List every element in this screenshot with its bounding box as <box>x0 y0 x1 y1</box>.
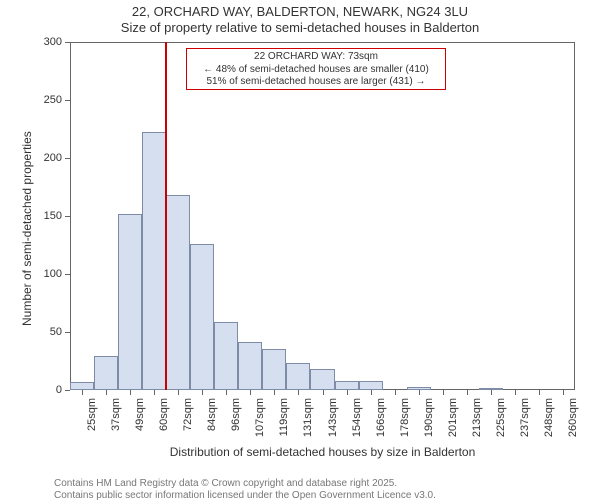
xtick-mark <box>515 390 516 395</box>
ytick-label: 150 <box>32 210 62 222</box>
xtick-mark <box>395 390 396 395</box>
xtick-mark <box>154 390 155 395</box>
xtick-mark <box>563 390 564 395</box>
ytick-mark <box>65 42 70 43</box>
xtick-mark <box>178 390 179 395</box>
histogram-bar <box>214 322 238 390</box>
ytick-label: 100 <box>32 268 62 280</box>
xtick-label: 248sqm <box>543 398 555 437</box>
ytick-mark <box>65 274 70 275</box>
xtick-mark <box>539 390 540 395</box>
histogram-bar <box>118 214 142 390</box>
y-axis-label: Number of semi-detached properties <box>20 131 34 326</box>
title-line-1: 22, ORCHARD WAY, BALDERTON, NEWARK, NG24… <box>0 4 600 20</box>
xtick-label: 96sqm <box>230 398 242 431</box>
attribution: Contains HM Land Registry data © Crown c… <box>54 478 436 500</box>
annotation-line-1: 22 ORCHARD WAY: 73sqm <box>191 51 441 64</box>
xtick-label: 190sqm <box>423 398 435 437</box>
xtick-mark <box>491 390 492 395</box>
histogram-bar <box>142 132 166 390</box>
xtick-mark <box>250 390 251 395</box>
xtick-label: 60sqm <box>158 398 170 431</box>
xtick-label: 143sqm <box>327 398 339 437</box>
histogram-bar <box>262 349 286 390</box>
xtick-mark <box>467 390 468 395</box>
annotation-box: 22 ORCHARD WAY: 73sqm← 48% of semi-detac… <box>186 48 446 90</box>
xtick-label: 154sqm <box>351 398 363 437</box>
ytick-label: 0 <box>32 384 62 396</box>
ytick-mark <box>65 158 70 159</box>
ytick-mark <box>65 100 70 101</box>
xtick-label: 237sqm <box>519 398 531 437</box>
ytick-label: 250 <box>32 94 62 106</box>
ytick-mark <box>65 216 70 217</box>
xtick-mark <box>443 390 444 395</box>
ytick-mark <box>65 332 70 333</box>
xtick-label: 49sqm <box>134 398 146 431</box>
annotation-line-2: ← 48% of semi-detached houses are smalle… <box>191 64 441 77</box>
ytick-label: 300 <box>32 36 62 48</box>
xtick-label: 178sqm <box>399 398 411 437</box>
plot-area: 05010015020025030025sqm37sqm49sqm60sqm72… <box>70 42 575 390</box>
xtick-label: 119sqm <box>278 398 290 436</box>
histogram-bar <box>359 381 383 390</box>
xtick-label: 72sqm <box>182 398 194 431</box>
histogram-bar <box>190 244 214 390</box>
ytick-mark <box>65 390 70 391</box>
xtick-label: 131sqm <box>302 398 314 437</box>
xtick-label: 213sqm <box>471 398 483 437</box>
xtick-mark <box>202 390 203 395</box>
xtick-mark <box>106 390 107 395</box>
histogram-bar <box>310 369 334 390</box>
histogram-bar <box>286 363 310 390</box>
xtick-label: 84sqm <box>206 398 218 431</box>
attribution-line-1: Contains HM Land Registry data © Crown c… <box>54 478 436 490</box>
xtick-mark <box>419 390 420 395</box>
xtick-mark <box>82 390 83 395</box>
xtick-mark <box>226 390 227 395</box>
xtick-label: 225sqm <box>495 398 507 437</box>
title-block: 22, ORCHARD WAY, BALDERTON, NEWARK, NG24… <box>0 4 600 35</box>
xtick-mark <box>130 390 131 395</box>
histogram-bar <box>94 356 118 390</box>
xtick-label: 201sqm <box>447 398 459 437</box>
ytick-label: 200 <box>32 152 62 164</box>
xtick-mark <box>298 390 299 395</box>
xtick-mark <box>274 390 275 395</box>
x-axis-label: Distribution of semi-detached houses by … <box>70 445 575 459</box>
xtick-label: 166sqm <box>375 398 387 437</box>
attribution-line-2: Contains public sector information licen… <box>54 490 436 500</box>
xtick-label: 107sqm <box>254 398 266 437</box>
xtick-label: 25sqm <box>86 398 98 431</box>
xtick-mark <box>371 390 372 395</box>
xtick-label: 260sqm <box>567 398 579 437</box>
xtick-label: 37sqm <box>110 398 122 431</box>
histogram-bar <box>166 195 190 390</box>
title-line-2: Size of property relative to semi-detach… <box>0 20 600 36</box>
xtick-mark <box>323 390 324 395</box>
annotation-line-3: 51% of semi-detached houses are larger (… <box>191 76 441 89</box>
chart-container: 22, ORCHARD WAY, BALDERTON, NEWARK, NG24… <box>0 0 600 500</box>
histogram-bar <box>238 342 262 390</box>
marker-line <box>165 42 167 390</box>
histogram-bar <box>335 381 359 390</box>
histogram-bar <box>70 382 94 390</box>
ytick-label: 50 <box>32 326 62 338</box>
xtick-mark <box>347 390 348 395</box>
